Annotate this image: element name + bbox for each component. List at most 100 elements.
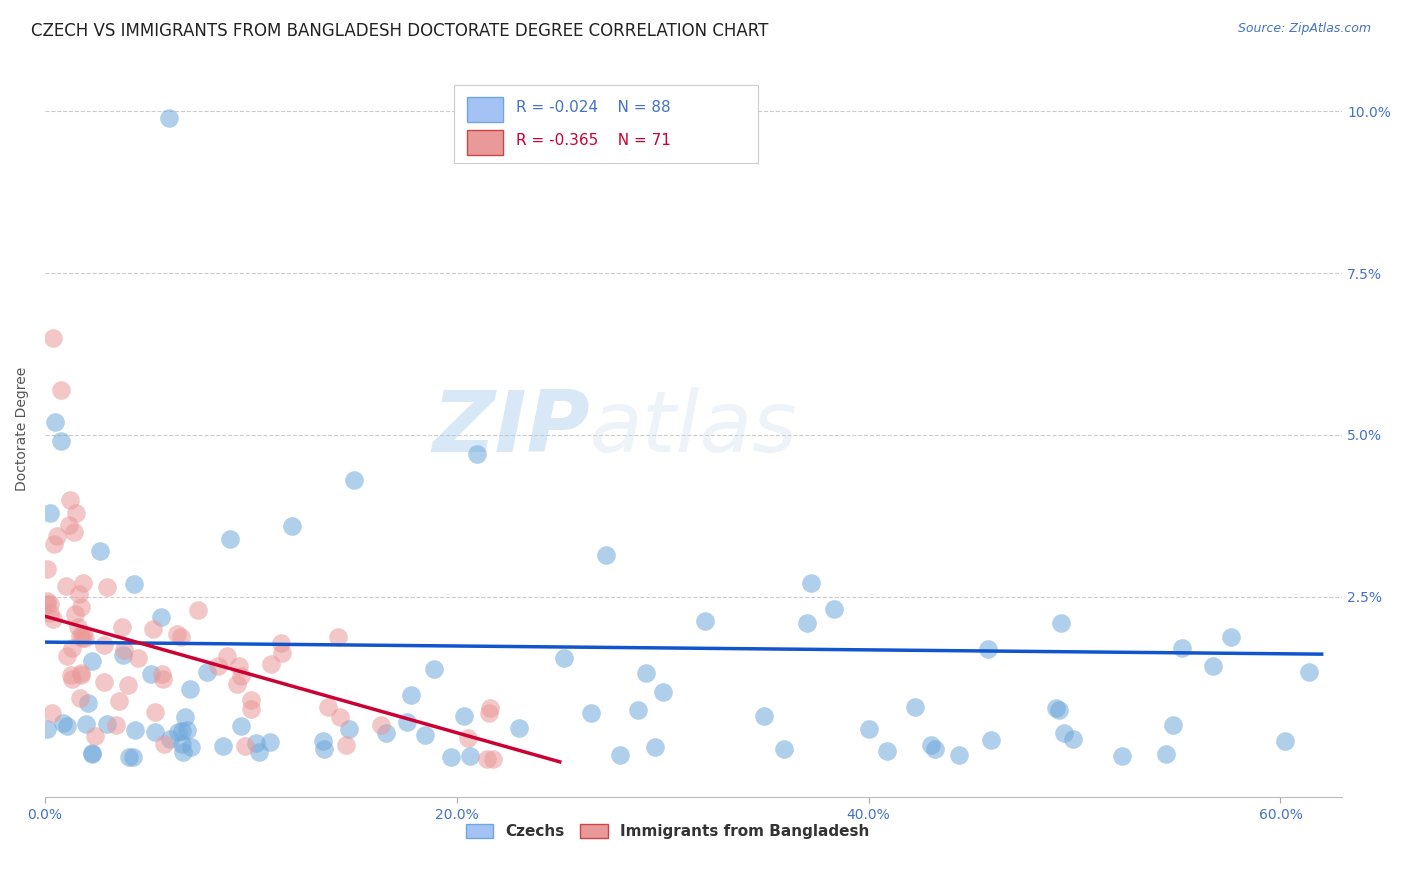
Text: CZECH VS IMMIGRANTS FROM BANGLADESH DOCTORATE DEGREE CORRELATION CHART: CZECH VS IMMIGRANTS FROM BANGLADESH DOCT… <box>31 22 768 40</box>
Point <box>143 724 166 739</box>
Point <box>149 610 172 624</box>
Point <box>271 646 294 660</box>
Point <box>39 597 62 611</box>
Point <box>104 717 127 731</box>
Point <box>948 747 970 762</box>
Point <box>1062 732 1084 747</box>
Point <box>207 659 229 673</box>
Point <box>399 688 422 702</box>
Point <box>1298 665 1320 680</box>
Point <box>142 622 165 636</box>
Point <box>281 518 304 533</box>
Point <box>42 331 65 345</box>
Point <box>773 741 796 756</box>
Point <box>143 705 166 719</box>
Point <box>553 650 575 665</box>
Text: ZIP: ZIP <box>432 387 591 470</box>
Point <box>609 748 631 763</box>
Point <box>440 750 463 764</box>
Point <box>170 631 193 645</box>
Point <box>187 603 209 617</box>
Point <box>1163 717 1185 731</box>
Point <box>1052 726 1074 740</box>
Point <box>980 732 1002 747</box>
Point <box>245 736 267 750</box>
Point <box>152 673 174 687</box>
Point <box>172 745 194 759</box>
Point <box>458 749 481 764</box>
Point <box>80 747 103 761</box>
Point <box>453 709 475 723</box>
Point <box>423 662 446 676</box>
Point <box>370 718 392 732</box>
Point <box>595 548 617 562</box>
Point <box>157 111 180 125</box>
Point <box>73 632 96 646</box>
Point <box>124 723 146 737</box>
Point <box>876 744 898 758</box>
Point <box>977 642 1000 657</box>
Point <box>93 638 115 652</box>
Point <box>1050 616 1073 631</box>
Point <box>59 667 82 681</box>
Point <box>82 654 104 668</box>
Point <box>153 737 176 751</box>
Point <box>77 696 100 710</box>
Point <box>270 636 292 650</box>
Point <box>1220 630 1243 644</box>
Point <box>627 703 650 717</box>
Point <box>1274 734 1296 748</box>
Point <box>180 739 202 754</box>
Point <box>1154 747 1177 761</box>
Point <box>84 729 107 743</box>
Point <box>179 681 201 696</box>
Legend: Czechs, Immigrants from Bangladesh: Czechs, Immigrants from Bangladesh <box>460 817 876 845</box>
Point <box>70 666 93 681</box>
Point <box>467 447 489 461</box>
Point <box>233 739 256 753</box>
Text: atlas: atlas <box>591 387 797 470</box>
Point <box>62 673 84 687</box>
Point <box>479 701 502 715</box>
Point <box>312 733 335 747</box>
Point <box>58 518 80 533</box>
Point <box>93 675 115 690</box>
Point <box>1047 703 1070 717</box>
Point <box>122 577 145 591</box>
Point <box>652 684 675 698</box>
Point <box>339 722 361 736</box>
Point <box>111 620 134 634</box>
Point <box>166 626 188 640</box>
Point <box>42 537 65 551</box>
Point <box>219 532 242 546</box>
Point <box>51 434 73 449</box>
Point <box>329 710 352 724</box>
Point <box>695 614 717 628</box>
Point <box>46 529 69 543</box>
Point <box>159 732 181 747</box>
Point <box>66 620 89 634</box>
Point <box>343 473 366 487</box>
Text: Source: ZipAtlas.com: Source: ZipAtlas.com <box>1237 22 1371 36</box>
Text: R = -0.024    N = 88: R = -0.024 N = 88 <box>516 100 671 115</box>
Point <box>166 724 188 739</box>
Point <box>75 716 97 731</box>
Point <box>65 506 87 520</box>
Point <box>644 739 666 754</box>
Point <box>37 594 59 608</box>
Point <box>52 715 75 730</box>
Point <box>89 544 111 558</box>
Point <box>65 607 87 622</box>
Point <box>96 580 118 594</box>
Point <box>924 742 946 756</box>
Point <box>121 750 143 764</box>
Point <box>176 723 198 738</box>
Point <box>118 749 141 764</box>
Point <box>174 709 197 723</box>
Point <box>72 627 94 641</box>
Point <box>35 722 58 736</box>
Point <box>314 741 336 756</box>
Point <box>82 746 104 760</box>
Point <box>636 665 658 680</box>
Point <box>195 665 218 680</box>
